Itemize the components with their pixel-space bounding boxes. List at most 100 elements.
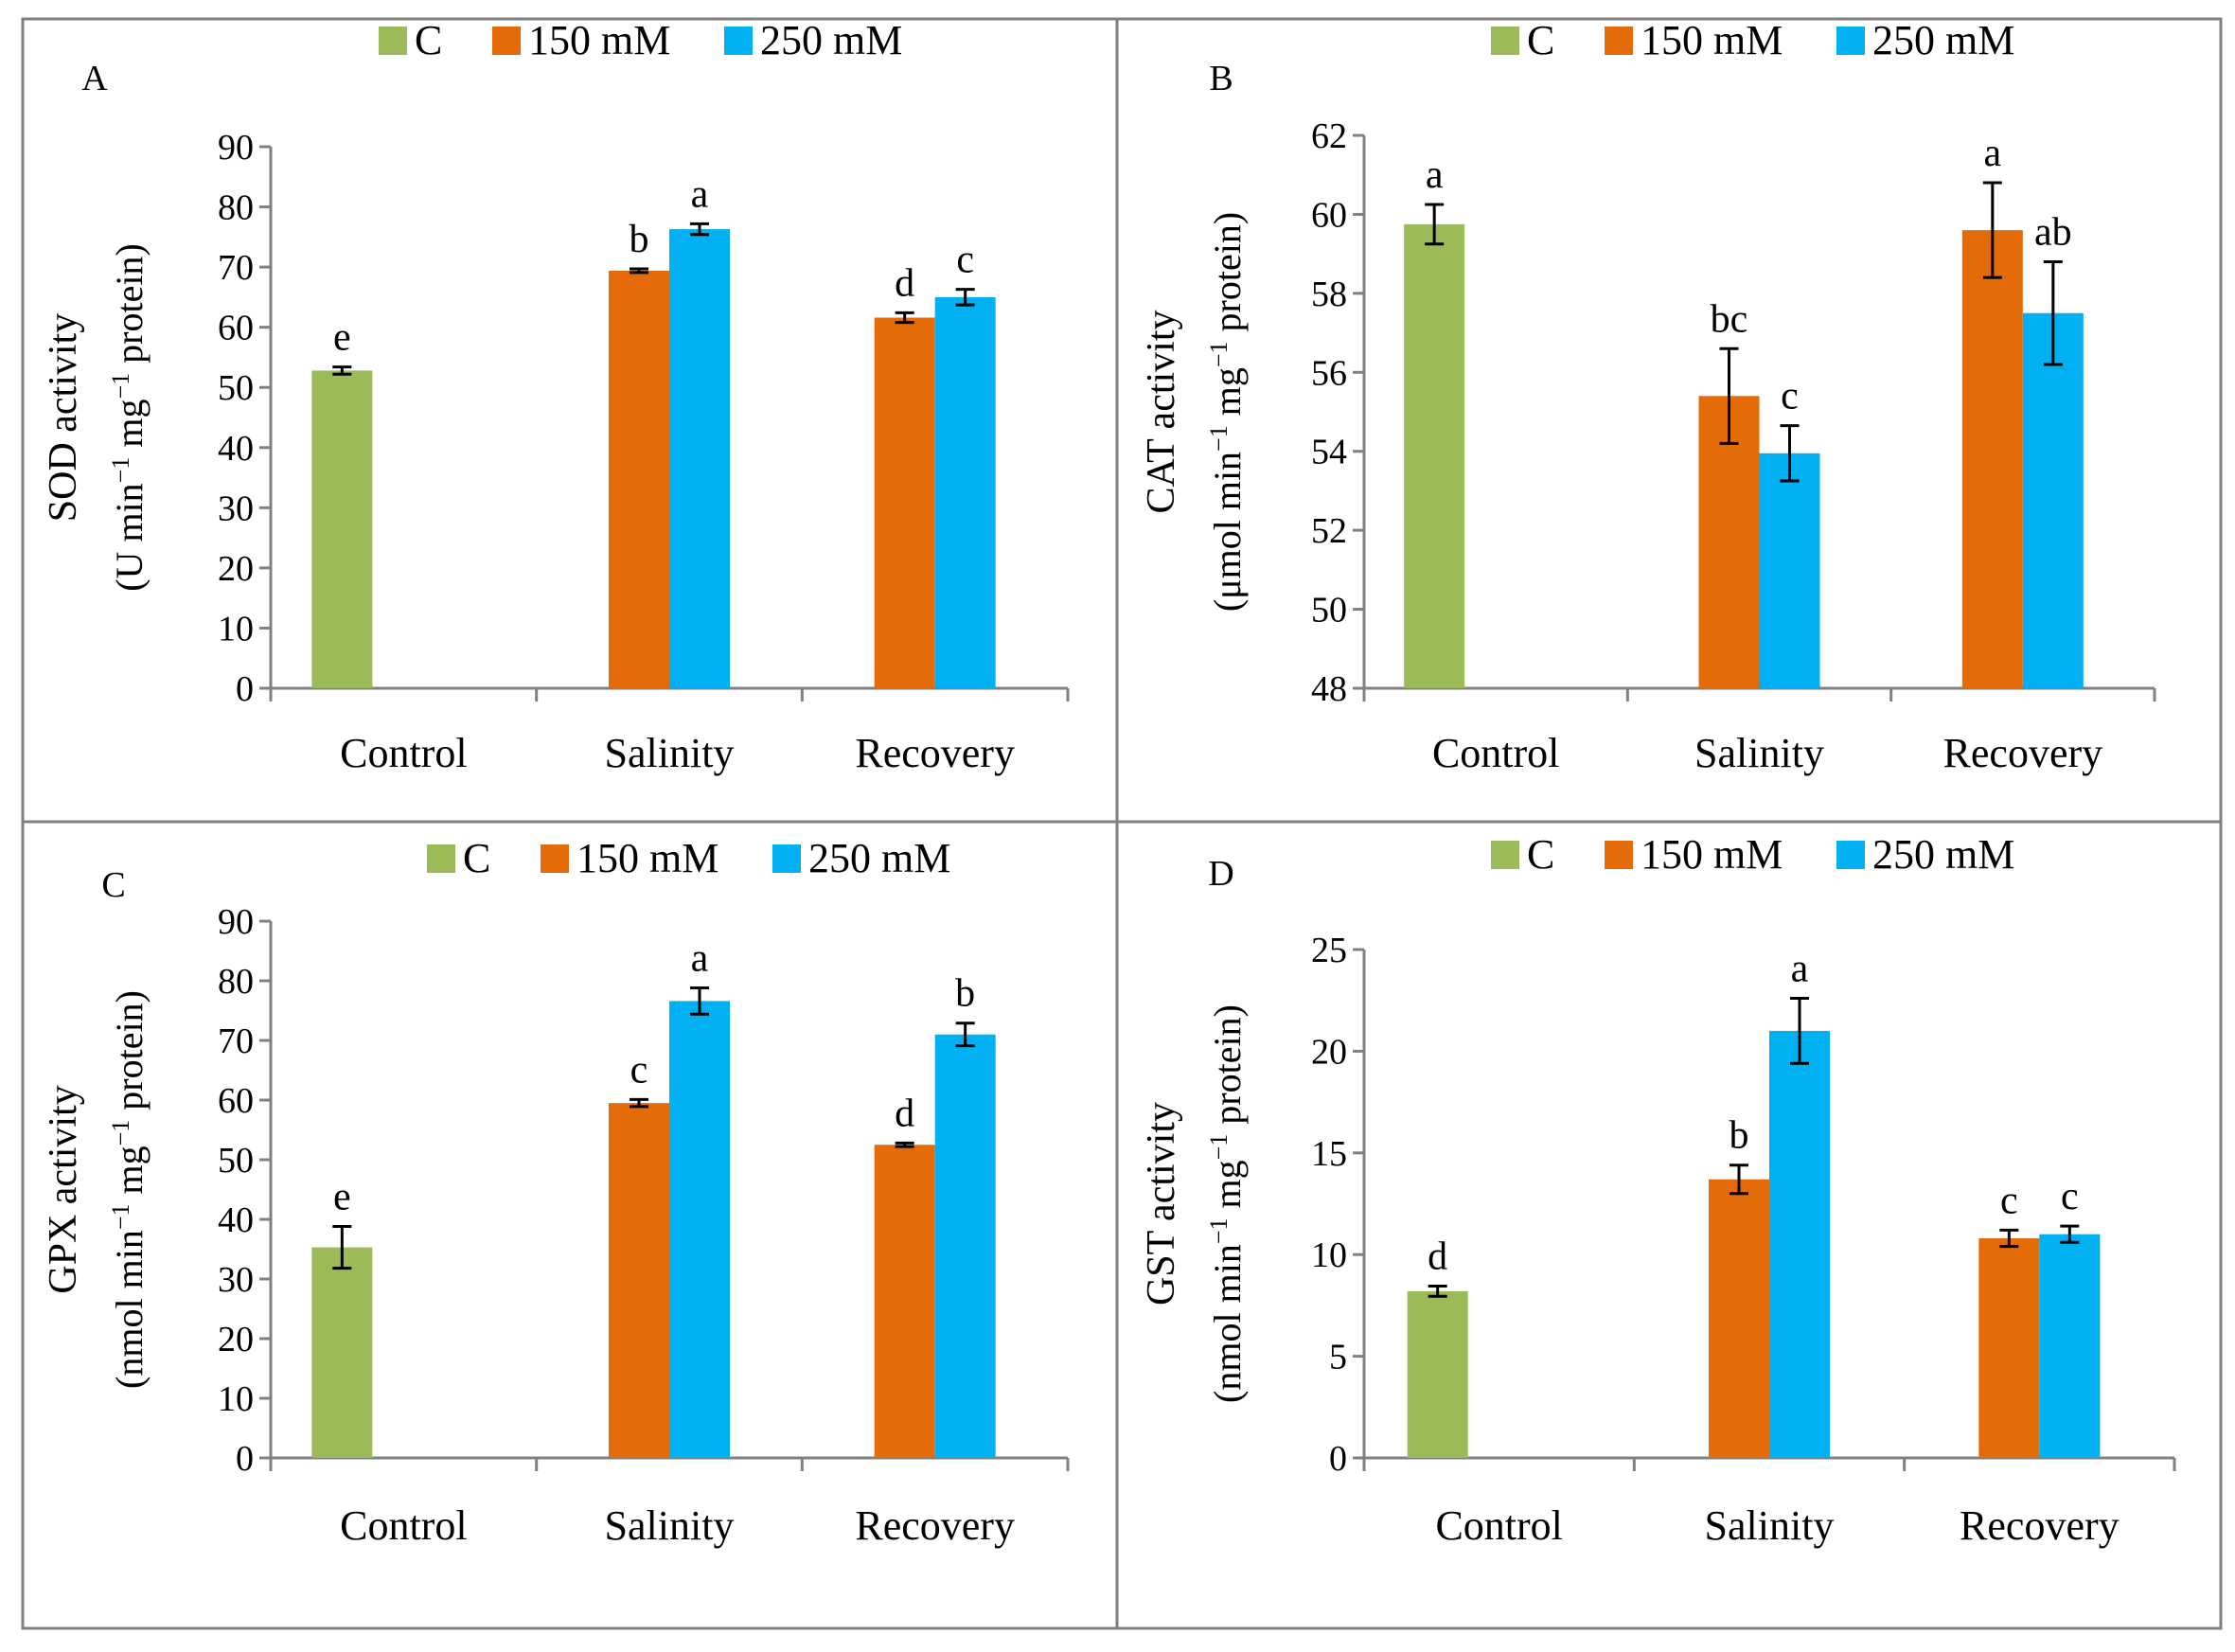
legend-label: 150 mM <box>576 835 718 881</box>
bar-250mm <box>934 296 996 688</box>
x-tick-label: Salinity <box>1705 1502 1835 1549</box>
y-tick-label: 70 <box>218 1021 254 1061</box>
significance-letter: bc <box>1711 297 1748 341</box>
bar-c <box>1404 223 1465 688</box>
y-tick-label: 30 <box>218 488 254 528</box>
bar-150mm <box>1978 1238 2040 1458</box>
significance-letter: c <box>1781 375 1799 418</box>
legend-swatch <box>1836 841 1865 869</box>
y-tick-label: 48 <box>1311 669 1347 709</box>
bar-150mm <box>609 1103 669 1458</box>
significance-letter: a <box>1791 948 1809 991</box>
legend-swatch <box>541 844 569 873</box>
legend-label: 150 mM <box>1641 831 1783 878</box>
y-tick-label: 58 <box>1311 275 1347 314</box>
bar-250mm <box>2039 1234 2101 1458</box>
x-tick-label: Control <box>1432 730 1559 776</box>
y-tick-label: 15 <box>1311 1134 1347 1174</box>
bar-c <box>1407 1290 1468 1458</box>
x-tick-label: Salinity <box>605 730 735 776</box>
x-tick-label: Control <box>1435 1502 1562 1549</box>
panel-letter: C <box>101 865 125 905</box>
legend-label: 250 mM <box>808 835 950 881</box>
legend-label: 150 mM <box>528 17 670 63</box>
bar-250mm <box>669 229 730 688</box>
y-tick-label: 70 <box>218 248 254 288</box>
legend-swatch <box>772 844 801 873</box>
y-tick-label: 60 <box>1311 195 1347 235</box>
x-tick-label: Recovery <box>1960 1502 2120 1549</box>
legend-swatch <box>1491 27 1519 55</box>
y-axis-units: (U min−1 mg−1 protein) <box>107 243 151 592</box>
bar-250mm <box>2022 312 2084 688</box>
y-tick-label: 30 <box>218 1260 254 1300</box>
legend-swatch <box>1836 27 1865 55</box>
panel-letter: D <box>1208 854 1233 894</box>
legend-label: 250 mM <box>1872 831 2014 878</box>
y-tick-label: 60 <box>218 1081 254 1121</box>
y-axis-title: GST activity <box>1140 1102 1183 1306</box>
legend-swatch <box>1605 841 1633 869</box>
legend-label: 250 mM <box>760 17 902 63</box>
legend-swatch <box>492 27 521 55</box>
y-tick-label: 90 <box>218 902 254 942</box>
significance-letter: d <box>895 1092 914 1135</box>
y-tick-label: 54 <box>1311 433 1347 472</box>
y-axis-units: (nmol min−1 mg−1 protein) <box>1205 1004 1249 1403</box>
legend-label: C <box>1527 831 1554 878</box>
x-tick-label: Recovery <box>855 730 1015 776</box>
bar-150mm <box>1709 1179 1769 1458</box>
y-tick-label: 40 <box>218 429 254 469</box>
bar-150mm <box>874 317 935 688</box>
y-tick-label: 20 <box>1311 1032 1347 1072</box>
y-tick-label: 5 <box>1329 1338 1347 1377</box>
panel-letter: B <box>1209 59 1233 98</box>
significance-letter: a <box>691 172 709 216</box>
legend-label: C <box>463 835 490 881</box>
x-tick-label: Salinity <box>1694 730 1824 776</box>
legend-label: C <box>1527 17 1554 63</box>
y-tick-label: 0 <box>236 669 254 709</box>
bar-c <box>311 1247 373 1458</box>
y-axis-title: SOD activity <box>42 313 85 522</box>
y-tick-label: 0 <box>1329 1439 1347 1479</box>
significance-letter: c <box>956 239 974 282</box>
significance-letter: b <box>630 218 649 261</box>
significance-letter: d <box>895 261 914 305</box>
y-tick-label: 50 <box>218 368 254 408</box>
x-tick-label: Recovery <box>1943 730 2103 776</box>
chart-panel-d: D C 150 mM 250 mM 0 5 10 15 20 25 Control Salinity R… <box>1140 831 2176 1549</box>
significance-letter: a <box>1984 132 2002 175</box>
y-axis-title: CAT activity <box>1140 310 1183 513</box>
panel-frame-d <box>1115 820 2223 1630</box>
significance-letter: b <box>955 972 975 1016</box>
significance-letter: c <box>2061 1175 2079 1218</box>
legend-swatch <box>379 27 407 55</box>
legend-label: C <box>415 17 442 63</box>
y-axis-units: (μmol min−1 mg−1 protein) <box>1205 212 1249 612</box>
bar-250mm <box>934 1034 996 1458</box>
legend-swatch <box>1491 841 1519 869</box>
x-tick-label: Recovery <box>855 1502 1015 1549</box>
chart-panel-b: B C 150 mM 250 mM 48 50 52 54 56 58 60 62 Control Sal… <box>1140 17 2156 776</box>
y-tick-label: 80 <box>218 962 254 1002</box>
significance-letter: c <box>2000 1179 2018 1222</box>
legend-swatch <box>1605 27 1633 55</box>
significance-letter: e <box>333 316 351 360</box>
y-tick-label: 25 <box>1311 931 1347 970</box>
y-tick-label: 10 <box>1311 1235 1347 1275</box>
y-tick-label: 20 <box>218 1320 254 1359</box>
y-tick-label: 62 <box>1311 116 1347 156</box>
significance-letter: c <box>630 1048 648 1092</box>
y-tick-label: 90 <box>218 128 254 168</box>
legend-swatch <box>427 844 455 873</box>
y-tick-label: 60 <box>218 309 254 348</box>
chart-panel-a: A C 150 mM 250 mM 0 10 20 30 40 50 60 70 80 90 Control… <box>42 17 1070 776</box>
y-tick-label: 52 <box>1311 511 1347 551</box>
bar-150mm <box>609 270 669 688</box>
y-axis-title: GPX activity <box>42 1085 85 1293</box>
significance-letter: ab <box>2034 210 2072 254</box>
significance-letter: a <box>691 937 709 981</box>
bar-250mm <box>669 1001 730 1458</box>
